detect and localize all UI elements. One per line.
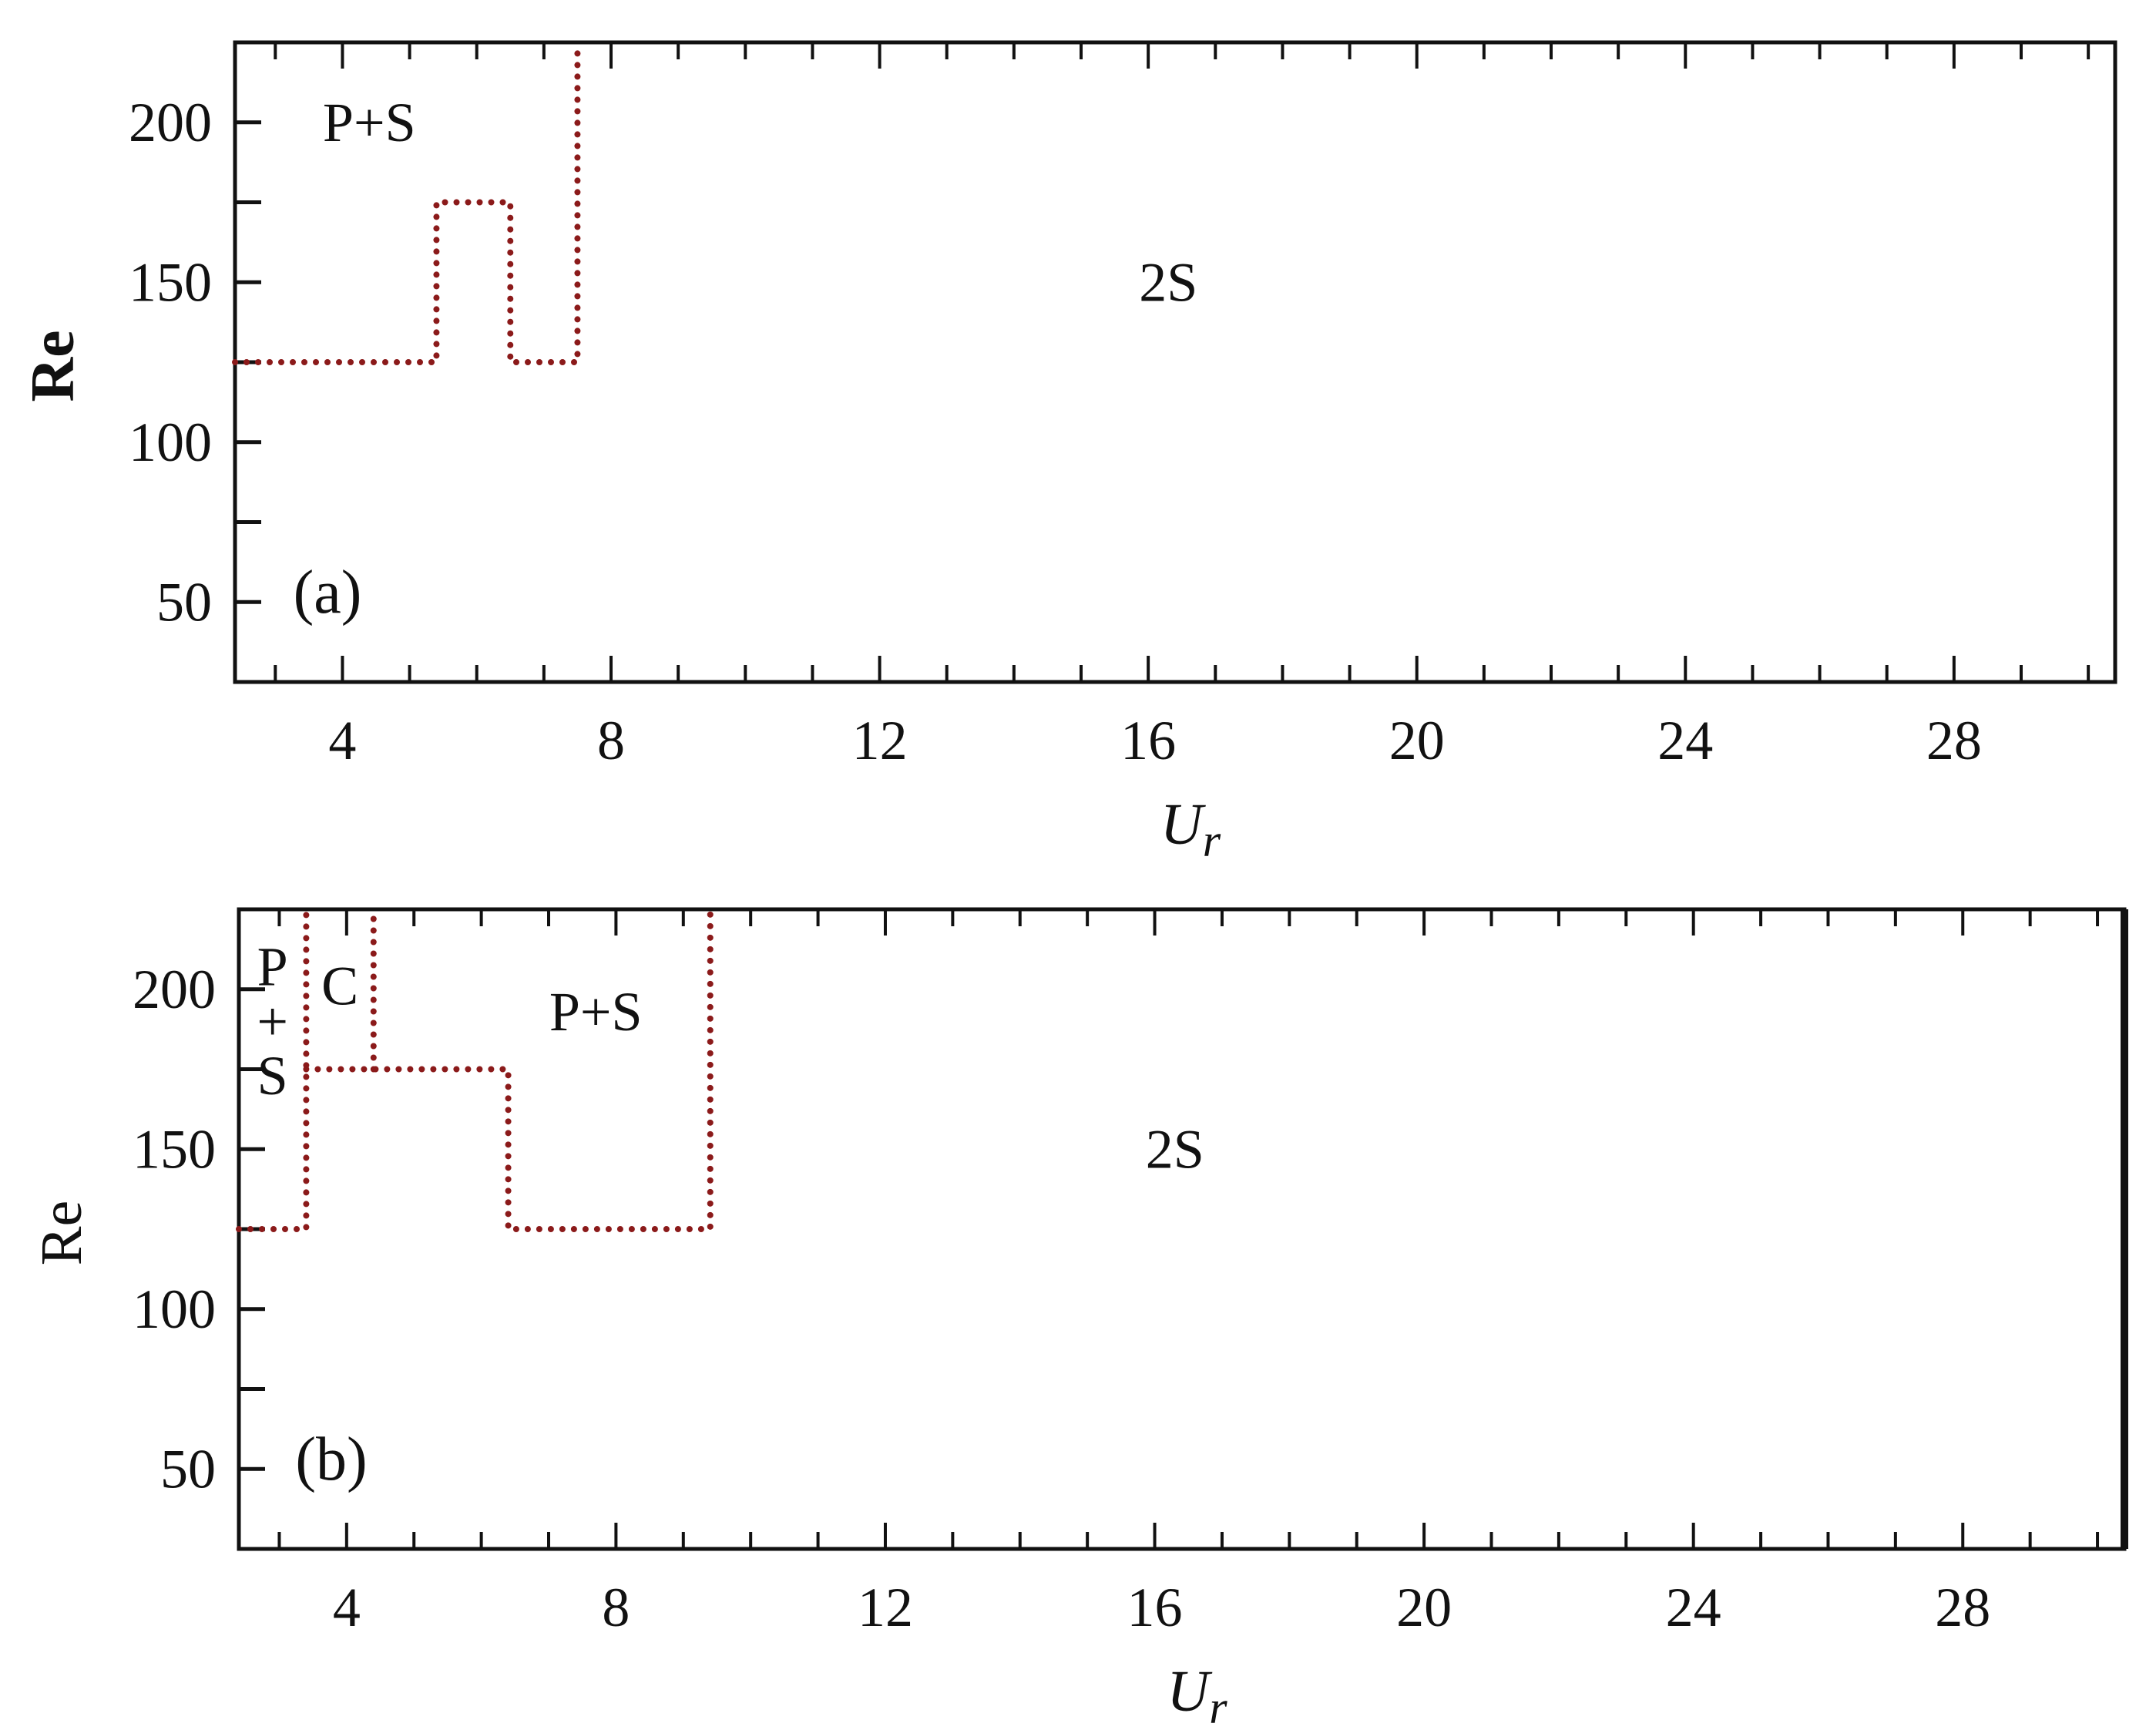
x-tick-label: 20 bbox=[1396, 1577, 1452, 1638]
x-tick-label: 4 bbox=[333, 1577, 361, 1638]
x-axis-title: Ur bbox=[1167, 1659, 1227, 1730]
x-tick-label: 28 bbox=[1926, 710, 1982, 771]
y-axis-title: Re bbox=[19, 330, 87, 401]
x-axis-title-subscript: r bbox=[1203, 815, 1221, 866]
x-tick-label: 20 bbox=[1389, 710, 1445, 771]
x-tick-label: 24 bbox=[1666, 1577, 1721, 1638]
region-label: 2S bbox=[1139, 251, 1197, 313]
x-tick-label: 4 bbox=[328, 710, 356, 771]
x-tick-label: 12 bbox=[852, 710, 908, 771]
y-tick-label: 150 bbox=[133, 1118, 216, 1180]
x-tick-label: 24 bbox=[1657, 710, 1713, 771]
plot-frame bbox=[237, 907, 2127, 1551]
y-tick-label: 100 bbox=[129, 412, 212, 473]
x-tick-label: 12 bbox=[858, 1577, 913, 1638]
y-tick-label: 150 bbox=[129, 251, 212, 313]
panel-label: (a) bbox=[294, 559, 362, 626]
x-tick-label: 8 bbox=[602, 1577, 630, 1638]
region-label: + bbox=[257, 990, 288, 1052]
panel-label: (b) bbox=[295, 1426, 367, 1493]
y-tick-label: 100 bbox=[133, 1278, 216, 1340]
region-label: C bbox=[321, 956, 358, 1017]
x-axis-title: Ur bbox=[1160, 792, 1221, 866]
y-axis-title: Re bbox=[29, 1201, 94, 1265]
region-label: P bbox=[257, 936, 288, 998]
region-label: S bbox=[257, 1045, 288, 1107]
y-tick-label: 200 bbox=[133, 959, 216, 1020]
x-axis-title-subscript: r bbox=[1209, 1682, 1227, 1730]
region-label: 2S bbox=[1146, 1118, 1204, 1180]
regime-boundary-line bbox=[232, 39, 581, 365]
region-label: P+S bbox=[549, 981, 643, 1043]
x-axis-title-main: U bbox=[1167, 1659, 1212, 1724]
region-label: P+S bbox=[323, 92, 416, 153]
regime-boundary-line bbox=[303, 906, 714, 1232]
regime-boundary-line bbox=[236, 906, 310, 1232]
y-tick-label: 200 bbox=[129, 92, 212, 153]
x-tick-label: 28 bbox=[1935, 1577, 1990, 1638]
x-tick-label: 16 bbox=[1120, 710, 1176, 771]
x-tick-label: 16 bbox=[1127, 1577, 1183, 1638]
y-tick-label: 50 bbox=[160, 1438, 216, 1500]
x-tick-label: 8 bbox=[597, 710, 625, 771]
x-axis-title-main: U bbox=[1160, 792, 1206, 857]
y-tick-label: 50 bbox=[156, 571, 212, 633]
panel-a: 4 8 12 16 20 24 28 50 100 150 200 Ur Re P+S 2S (a) bbox=[19, 39, 2117, 866]
